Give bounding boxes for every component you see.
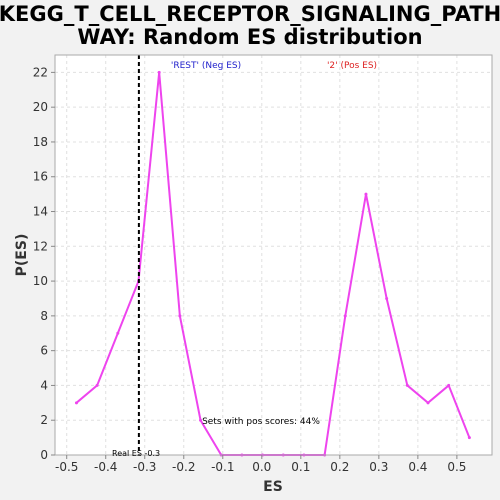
y-tick-label: 16: [33, 170, 48, 184]
y-tick-label: 14: [33, 205, 48, 219]
axis-ticks: -0.5 -0.4 -0.3 -0.2 -0.1 0.0 0.1 0.2 0.3 0.4 0.5 0 2…: [33, 65, 467, 474]
pos-scores-annotation: Sets with pos scores: 44%: [202, 417, 320, 427]
grid: [55, 55, 492, 456]
x-tick-label: 0.4: [408, 460, 427, 474]
es-distribution-point: [467, 436, 471, 440]
es-distribution-point: [447, 383, 451, 387]
y-tick-label: 12: [33, 239, 48, 253]
x-tick-label: 0.3: [369, 460, 388, 474]
plot-frame: [54, 54, 493, 456]
es-distribution-point: [95, 383, 99, 387]
es-distribution-point: [405, 383, 409, 387]
real-es-label: Real ES -0.3: [112, 449, 160, 458]
chart-title-line-1: KEGG_T_CELL_RECEPTOR_SIGNALING_PATH: [0, 2, 500, 26]
y-axis-label: P(ES): [14, 234, 30, 277]
x-tick-label: -0.5: [55, 460, 78, 474]
x-tick-label: 0.1: [291, 460, 310, 474]
es-distribution-point: [74, 401, 78, 405]
x-tick-label: -0.4: [94, 460, 117, 474]
x-tick-label: 0.5: [447, 460, 466, 474]
es-distribution-point: [343, 314, 347, 318]
y-tick-label: 6: [40, 344, 48, 358]
x-tick-label: 0.2: [330, 460, 349, 474]
pos-es-label: '2' (Pos ES): [327, 61, 377, 71]
x-tick-label: -0.1: [211, 460, 234, 474]
es-distribution-point: [385, 296, 389, 300]
x-tick-label: 0.0: [252, 460, 271, 474]
y-tick-label: 4: [40, 378, 48, 392]
es-distribution-point: [426, 401, 430, 405]
y-tick-label: 0: [40, 448, 48, 462]
x-tick-label: -0.2: [172, 460, 195, 474]
es-distribution-point: [199, 418, 203, 422]
y-tick-label: 2: [40, 413, 48, 427]
es-distribution-point: [364, 192, 368, 196]
y-tick-label: 22: [33, 65, 48, 79]
neg-es-label: 'REST' (Neg ES): [171, 61, 241, 71]
x-tick-label: -0.3: [133, 460, 156, 474]
y-tick-label: 8: [40, 309, 48, 323]
chart-title-line-2: WAY: Random ES distribution: [77, 25, 422, 49]
y-tick-label: 20: [33, 100, 48, 114]
es-distribution-point: [178, 314, 182, 318]
y-tick-label: 10: [33, 274, 48, 288]
x-axis-label: ES: [263, 479, 283, 495]
plot-area: [55, 55, 492, 455]
y-tick-label: 18: [33, 135, 48, 149]
es-distribution-point: [157, 70, 161, 74]
es-distribution-point: [116, 331, 120, 335]
